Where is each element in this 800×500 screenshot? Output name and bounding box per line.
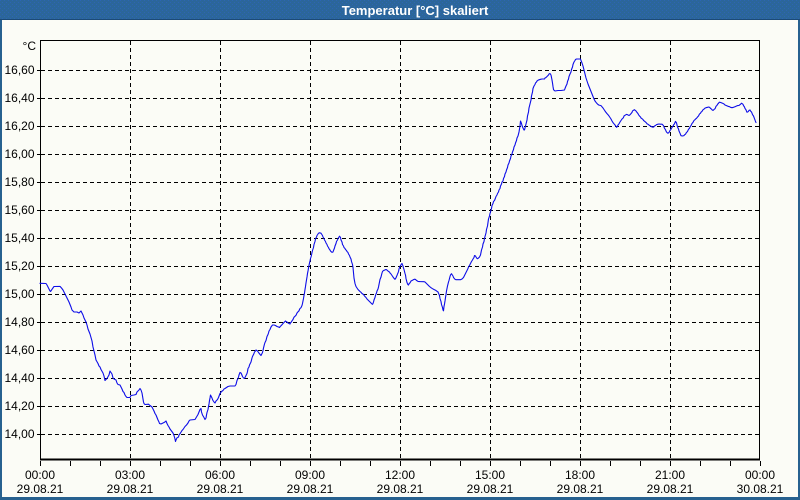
svg-text:29.08.21: 29.08.21: [287, 482, 334, 496]
svg-text:14,40: 14,40: [4, 371, 34, 385]
svg-text:29.08.21: 29.08.21: [107, 482, 154, 496]
svg-text:21:00: 21:00: [655, 468, 685, 482]
svg-text:18:00: 18:00: [565, 468, 595, 482]
svg-text:15,00: 15,00: [4, 287, 34, 301]
svg-text:15,40: 15,40: [4, 231, 34, 245]
svg-text:16,20: 16,20: [4, 119, 34, 133]
svg-text:14,20: 14,20: [4, 399, 34, 413]
svg-text:30.08.21: 30.08.21: [737, 482, 784, 496]
svg-text:14,00: 14,00: [4, 427, 34, 441]
svg-text:14,60: 14,60: [4, 343, 34, 357]
svg-text:09:00: 09:00: [295, 468, 325, 482]
svg-text:03:00: 03:00: [115, 468, 145, 482]
svg-text:29.08.21: 29.08.21: [647, 482, 694, 496]
svg-text:29.08.21: 29.08.21: [467, 482, 514, 496]
svg-text:00:00: 00:00: [25, 468, 55, 482]
svg-text:15,20: 15,20: [4, 259, 34, 273]
svg-text:29.08.21: 29.08.21: [377, 482, 424, 496]
svg-text:12:00: 12:00: [385, 468, 415, 482]
svg-text:14,80: 14,80: [4, 315, 34, 329]
svg-text:29.08.21: 29.08.21: [557, 482, 604, 496]
svg-text:29.08.21: 29.08.21: [197, 482, 244, 496]
svg-text:16,60: 16,60: [4, 63, 34, 77]
svg-text:15,60: 15,60: [4, 203, 34, 217]
svg-text:15:00: 15:00: [475, 468, 505, 482]
svg-text:29.08.21: 29.08.21: [17, 482, 64, 496]
svg-text:15,80: 15,80: [4, 175, 34, 189]
svg-text:06:00: 06:00: [205, 468, 235, 482]
svg-text:°C: °C: [23, 39, 37, 53]
svg-text:Temperatur [°C] skaliert: Temperatur [°C] skaliert: [342, 3, 489, 18]
svg-text:00:00: 00:00: [745, 468, 775, 482]
svg-text:16,40: 16,40: [4, 91, 34, 105]
svg-text:16,00: 16,00: [4, 147, 34, 161]
